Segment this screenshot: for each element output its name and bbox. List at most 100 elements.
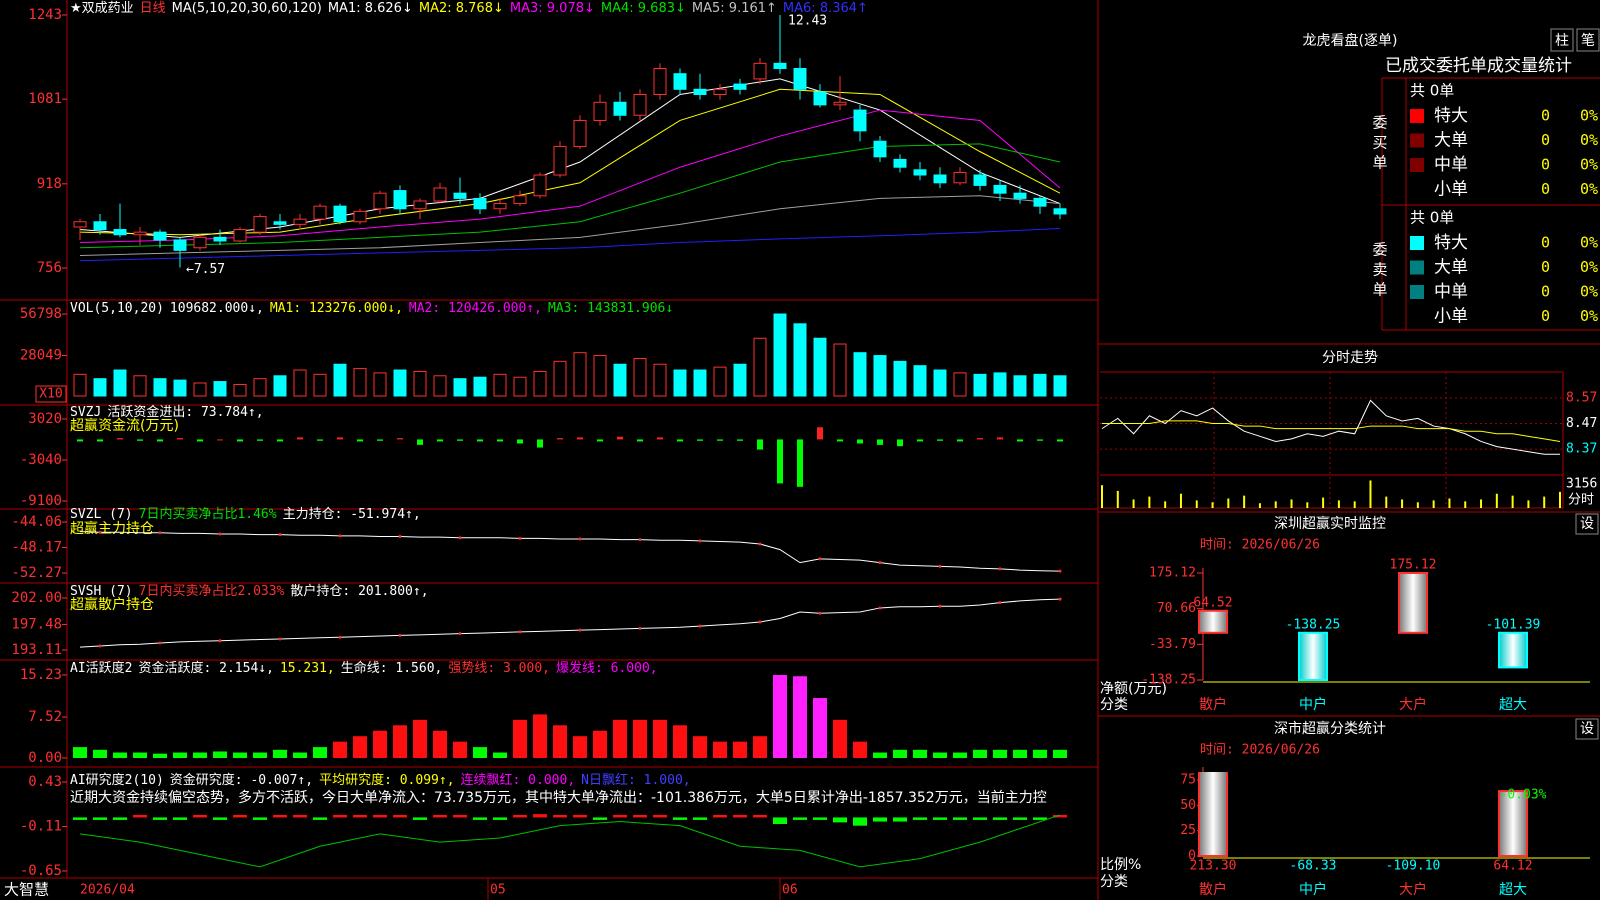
line-dot [1058, 569, 1062, 573]
category-bar [1298, 631, 1328, 681]
flow-bar [957, 439, 963, 442]
activity-bar [253, 752, 267, 758]
y-tick-label: 70.66 [1157, 601, 1196, 616]
row-label: 特大 [1434, 233, 1468, 253]
axis-label: 分类 [1100, 874, 1128, 890]
flow-bar [277, 439, 283, 442]
legend: AI研究度2(10) 资金研究度: -0.007↑, 平均研究度: 0.099↑, 连… [70, 772, 691, 788]
candle-body [213, 236, 227, 242]
flow-bar [777, 439, 783, 484]
row-label: 大单 [1434, 131, 1468, 151]
candle-body [293, 218, 307, 225]
tick-button[interactable] [1576, 28, 1600, 52]
activity-bar [1013, 749, 1027, 758]
volume-bar [853, 352, 867, 397]
line-dot [998, 567, 1002, 571]
research-bar [1033, 817, 1047, 820]
legend-item: 日线 [140, 1, 166, 16]
flow-bar [597, 439, 603, 442]
research-bar [193, 814, 207, 818]
value-label: 64.12 [1493, 859, 1532, 874]
activity-bar [453, 741, 467, 758]
activity-bar [693, 736, 707, 758]
activity-bar [233, 752, 247, 758]
activity-bar [73, 747, 87, 758]
flow-bar [917, 439, 923, 442]
legend-item: 资金活跃度: 2.154↓, [138, 660, 273, 676]
legend: VOL(5,10,20) 109682.000↓, MA1: 123276.000↓… [70, 301, 673, 316]
volume-bar [233, 383, 247, 397]
y-tick-label: 175.12 [1149, 566, 1196, 581]
flow-bar [317, 439, 323, 441]
legend-item: N日飘红: 1.000, [581, 772, 690, 788]
line-dot [758, 542, 762, 546]
research-bar [693, 817, 707, 820]
y-tick-label: -33.79 [1149, 637, 1196, 652]
activity-bar [353, 736, 367, 758]
y-tick-label: 1243 [28, 7, 62, 23]
volume-bar [113, 369, 127, 397]
volume-bar [813, 337, 827, 397]
line-dot [218, 532, 222, 536]
flow-bar [617, 436, 623, 440]
button-label[interactable]: 笔 [1581, 33, 1595, 49]
flow-bar [997, 437, 1003, 440]
settings-button[interactable] [1575, 513, 1599, 535]
bar-button[interactable] [1550, 28, 1574, 52]
volume-bar [873, 355, 887, 397]
candle-body [753, 62, 767, 80]
activity-bar [413, 719, 427, 758]
candle-body [913, 169, 927, 176]
legend-item: 7日内买卖净占比1.46% [139, 506, 277, 522]
row-pct: 0% [1580, 283, 1598, 301]
legend-item: 连续飘红: 0.000, [461, 772, 576, 788]
legend-item: 生命线: 1.560, [341, 660, 443, 676]
category-label: 大户 [1399, 881, 1427, 898]
line-dot [278, 533, 282, 537]
row-pct: 0% [1580, 234, 1598, 252]
button-label[interactable]: 柱 [1555, 33, 1569, 49]
y-tick-label: 28049 [20, 348, 62, 364]
low-annotation: ←7.57 [186, 262, 225, 277]
side-label-char: 单 [1372, 281, 1387, 299]
volume-bar [753, 337, 767, 397]
research-bar [1053, 814, 1067, 818]
legend-item: AI活跃度2 [70, 660, 132, 676]
candle-body [613, 101, 627, 116]
volume-bar [913, 365, 927, 397]
candle-body [513, 195, 527, 205]
line-dot [758, 620, 762, 624]
activity-bar [833, 719, 847, 758]
side-label: 委卖单 [1394, 324, 1397, 327]
volume-bar [793, 323, 807, 397]
flow-bar [837, 439, 843, 442]
category-label: 超大 [1499, 697, 1527, 713]
axis-label: 分时 [1568, 493, 1594, 508]
y-tick-label: 202.00 [11, 590, 62, 606]
candle-body [453, 192, 467, 199]
legend-item: MA6: 8.364↑ [783, 1, 868, 16]
research-bar [333, 814, 347, 818]
legend-item: SVZJ [70, 405, 101, 420]
moving-average [79, 143, 1061, 249]
candle-body [953, 171, 967, 184]
volume-bar [313, 373, 327, 397]
button-label[interactable]: 设 [1580, 721, 1594, 737]
legend-item: MA2: 120426.000↑, [409, 301, 542, 316]
brand-box [0, 880, 66, 900]
activity-bar [473, 747, 487, 758]
line-dot [218, 639, 222, 643]
legend: ★双成药业 日线 MA(5,10,20,30,60,120) MA1: 8.626↓ M… [70, 1, 868, 16]
settings-button[interactable] [1575, 718, 1599, 740]
research-bar [813, 817, 827, 820]
legend-item: MA1: 123276.000↓, [270, 301, 403, 316]
activity-bar [393, 725, 407, 758]
button-label[interactable]: 设 [1580, 516, 1594, 532]
flow-bar [817, 427, 823, 440]
volume-bar [573, 352, 587, 397]
candle-body [133, 231, 147, 236]
volume-bar [353, 368, 367, 397]
volume-bar [473, 376, 487, 397]
flow-bar [557, 438, 563, 440]
